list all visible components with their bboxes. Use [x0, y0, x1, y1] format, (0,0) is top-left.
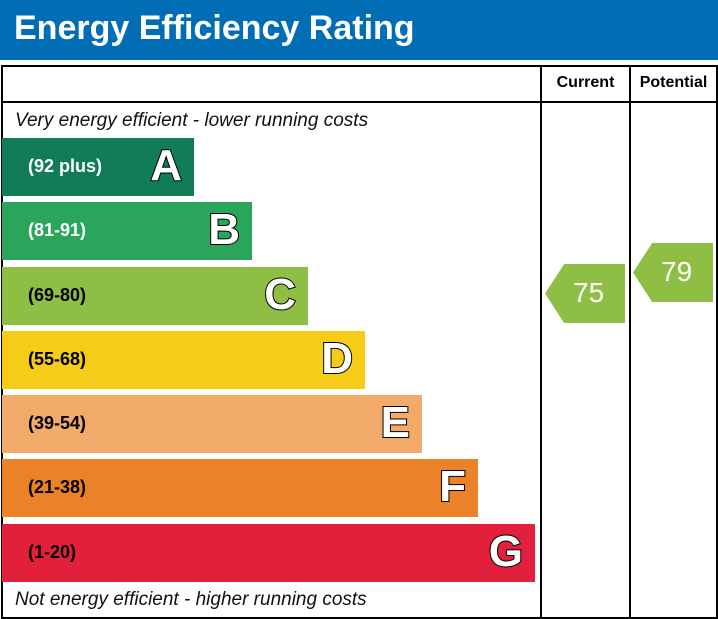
band-a: (92 plus) A [2, 138, 194, 196]
band-g: (1-20) G [2, 524, 535, 582]
band-letter: B [207, 204, 241, 255]
band-f: (21-38) F [2, 459, 478, 517]
column-divider [540, 65, 542, 619]
potential-header: Potential [639, 74, 708, 91]
header-divider [1, 101, 718, 103]
band-letter: F [438, 461, 467, 512]
current-rating-value: 75 [573, 277, 605, 308]
band-range: (92 plus) [28, 156, 103, 176]
chart-title: Energy Efficiency Rating [14, 9, 415, 47]
bottom-note: Not energy efficient - higher running co… [15, 589, 367, 610]
title-bar: Energy Efficiency Rating [0, 0, 718, 60]
band-range: (21-38) [28, 477, 87, 497]
band-letter: E [380, 397, 411, 448]
current-header: Current [556, 74, 615, 91]
potential-rating-value: 79 [661, 256, 693, 287]
band-range: (55-68) [28, 349, 87, 369]
band-letter: C [263, 269, 297, 320]
band-e: (39-54) E [2, 395, 422, 453]
band-range: (69-80) [28, 285, 87, 305]
band-range: (81-91) [28, 220, 87, 240]
band-letter: D [320, 333, 354, 384]
band-letter: A [149, 140, 183, 191]
top-note: Very energy efficient - lower running co… [15, 110, 369, 131]
band-d: (55-68) D [2, 331, 365, 389]
band-c: (69-80) C [2, 267, 308, 325]
band-range: (1-20) [28, 542, 77, 562]
current-rating-arrow: 75 [545, 264, 625, 323]
column-divider [629, 65, 631, 619]
band-letter: G [488, 526, 524, 577]
band-b: (81-91) B [2, 202, 252, 260]
potential-rating-arrow: 79 [633, 243, 713, 302]
band-range: (39-54) [28, 413, 87, 433]
